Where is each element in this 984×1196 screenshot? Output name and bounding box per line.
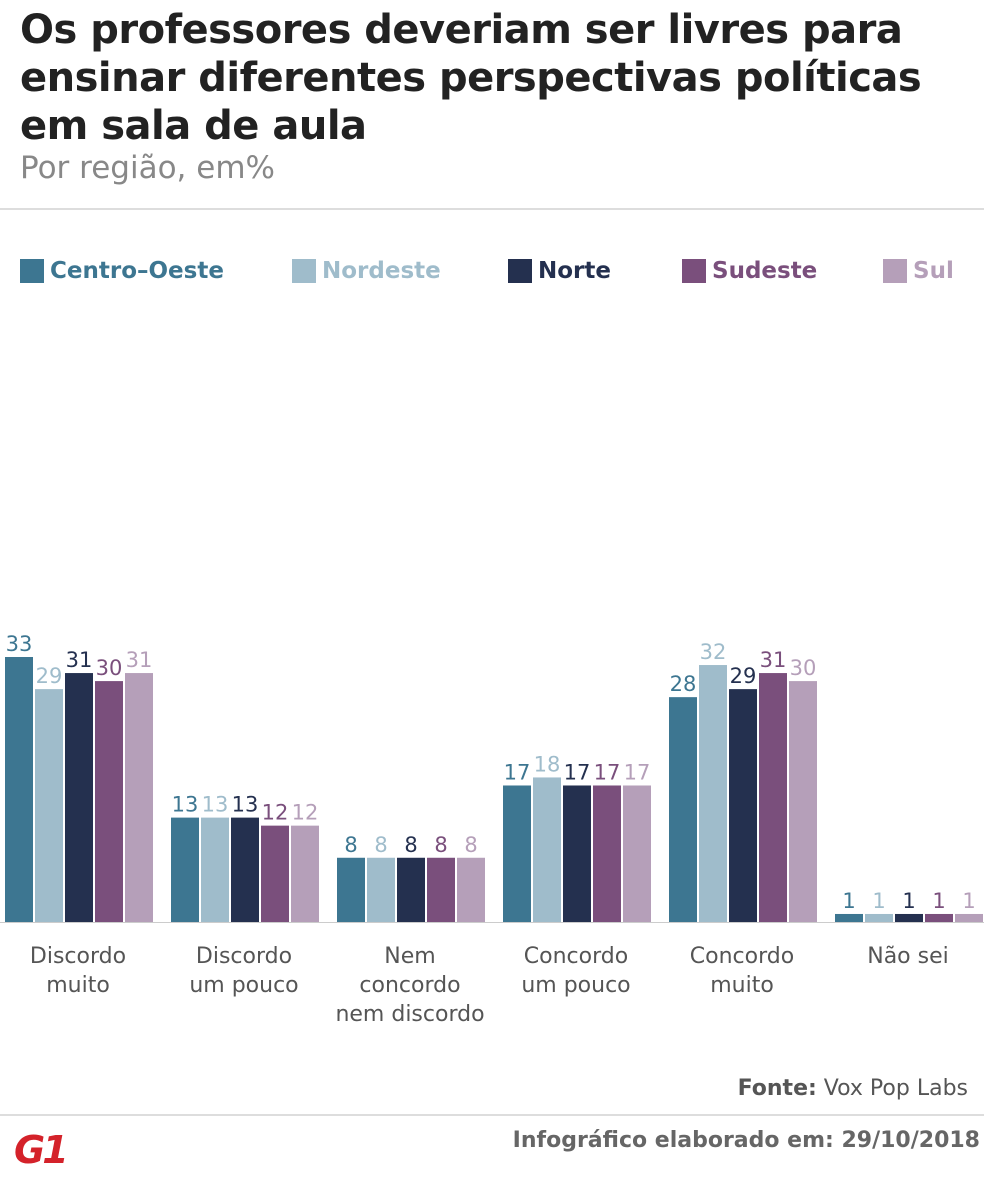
bar xyxy=(261,825,289,922)
data-label: 30 xyxy=(790,656,817,680)
bar xyxy=(503,785,531,922)
divider xyxy=(0,208,984,210)
bar xyxy=(125,673,153,922)
source: Fonte: Vox Pop Labs xyxy=(738,1076,968,1101)
bar xyxy=(835,913,863,922)
data-label: 29 xyxy=(36,664,63,688)
data-label: 8 xyxy=(434,833,447,857)
legend-label: Centro–Oeste xyxy=(50,258,224,284)
bar xyxy=(955,913,983,922)
data-label: 31 xyxy=(760,648,787,672)
data-label: 1 xyxy=(842,889,855,913)
data-label: 17 xyxy=(504,760,531,784)
bar xyxy=(427,857,455,922)
data-label: 13 xyxy=(172,793,199,817)
legend-item: Nordeste xyxy=(292,258,441,284)
data-label: 33 xyxy=(6,632,33,656)
source-text: Vox Pop Labs xyxy=(823,1076,968,1101)
x-tick-label: Discordo um pouco xyxy=(189,944,299,998)
data-label: 28 xyxy=(670,672,697,696)
x-tick-label: Concordo um pouco xyxy=(521,944,631,998)
data-label: 32 xyxy=(700,640,727,664)
x-tick-label: Concordo muito xyxy=(689,944,795,998)
legend-swatch xyxy=(20,259,44,283)
bar xyxy=(65,673,93,922)
x-tick-label: Não sei xyxy=(867,944,949,969)
source-label: Fonte: xyxy=(737,1076,817,1101)
bar xyxy=(925,913,953,922)
bar xyxy=(35,689,63,922)
data-label: 1 xyxy=(962,889,975,913)
chart-title: Os professores deveriam ser livres para … xyxy=(20,7,922,149)
bar xyxy=(865,913,893,922)
data-label: 29 xyxy=(730,664,757,688)
data-label: 1 xyxy=(872,889,885,913)
bar xyxy=(789,681,817,922)
legend-label: Sudeste xyxy=(712,258,818,284)
credit: Infográfico elaborado em: 29/10/2018 xyxy=(512,1128,980,1153)
legend-item: Sudeste xyxy=(682,258,817,284)
logo: G1 xyxy=(14,1128,69,1172)
bar xyxy=(337,857,365,922)
bar xyxy=(593,785,621,922)
bar xyxy=(457,857,485,922)
data-label: 8 xyxy=(404,833,417,857)
data-label: 1 xyxy=(902,889,915,913)
legend-swatch xyxy=(508,259,532,283)
data-label: 8 xyxy=(344,833,357,857)
data-label: 13 xyxy=(232,793,259,817)
x-tick-label: Discordo muito xyxy=(29,944,127,998)
bar xyxy=(533,777,561,922)
bar xyxy=(397,857,425,922)
x-tick-label: Nem concordo nem discordo xyxy=(335,944,485,1027)
data-label: 31 xyxy=(66,648,93,672)
data-label: 13 xyxy=(202,793,229,817)
bar xyxy=(367,857,395,922)
data-label: 31 xyxy=(126,648,153,672)
bar xyxy=(5,657,33,922)
bar xyxy=(171,817,199,922)
data-label: 12 xyxy=(262,801,289,825)
data-label: 18 xyxy=(534,752,561,776)
legend-swatch xyxy=(292,259,316,283)
data-label: 8 xyxy=(374,833,387,857)
bar xyxy=(563,785,591,922)
divider xyxy=(0,1114,984,1116)
bar xyxy=(699,665,727,922)
legend-label: Norte xyxy=(538,258,611,284)
data-label: 17 xyxy=(564,760,591,784)
data-label: 8 xyxy=(464,833,477,857)
bar xyxy=(201,817,229,922)
bar xyxy=(95,681,123,922)
data-label: 17 xyxy=(624,760,651,784)
legend-item: Norte xyxy=(508,258,611,284)
data-label: 1 xyxy=(932,889,945,913)
legend-swatch xyxy=(682,259,706,283)
data-label: 17 xyxy=(594,760,621,784)
bar xyxy=(231,817,259,922)
chart-subtitle: Por região, em% xyxy=(20,150,275,186)
legend-label: Nordeste xyxy=(322,258,441,284)
legend-label: Sul xyxy=(913,258,954,284)
legend-item: Sul xyxy=(883,258,954,284)
bar xyxy=(669,697,697,922)
bar xyxy=(759,673,787,922)
bar xyxy=(729,689,757,922)
bar xyxy=(291,825,319,922)
bar xyxy=(623,785,651,922)
legend-item: Centro–Oeste xyxy=(20,258,224,284)
data-label: 12 xyxy=(292,801,319,825)
legend-swatch xyxy=(883,259,907,283)
bar xyxy=(895,913,923,922)
data-label: 30 xyxy=(96,656,123,680)
